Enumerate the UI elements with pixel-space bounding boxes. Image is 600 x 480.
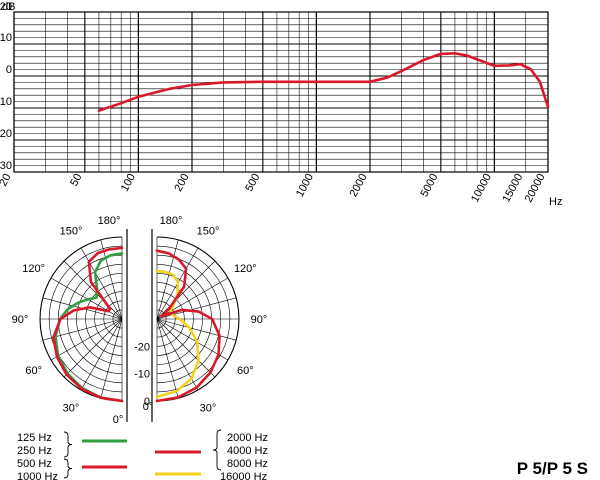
polar-spoke xyxy=(156,318,229,361)
x-tick-label: 5000 xyxy=(418,172,440,199)
legend-label-125hz: 125 Hz xyxy=(17,432,52,444)
polar-angle-label-right: 90° xyxy=(251,314,268,326)
legend-label-1000hz: 1000 Hz xyxy=(17,471,58,480)
x-tick-label-group: 500 xyxy=(243,172,262,194)
polar-spoke xyxy=(100,318,123,399)
polar-angle-label-left: 0° xyxy=(113,414,124,426)
x-tick-label: 500 xyxy=(243,172,262,194)
legend-brace-right xyxy=(212,429,222,471)
x-tick-label-group: 5000 xyxy=(418,172,440,199)
x-tick-label-group: 15000 xyxy=(500,172,525,205)
y-tick-label: -30 xyxy=(0,160,12,172)
x-tick-label-group: 20000 xyxy=(523,172,548,205)
x-tick-label-group: 50 xyxy=(68,172,84,188)
plot-frame xyxy=(13,11,549,173)
polar-angle-label-right: 180° xyxy=(160,215,183,227)
polar-spoke xyxy=(80,318,123,391)
polar-angle-label-right: 60° xyxy=(237,365,254,377)
x-tick-label: 10000 xyxy=(469,172,494,205)
x-tick-label-group: 2000 xyxy=(348,172,370,199)
polar-spoke xyxy=(156,260,216,320)
y-tick-label: 0 xyxy=(6,64,12,76)
polar-angle-label-left: 180° xyxy=(98,215,121,227)
legend-label-8000hz: 8000 Hz xyxy=(227,458,268,470)
polar-angle-label-right: 120° xyxy=(234,263,257,275)
polar-angle-label-left: 90° xyxy=(12,314,29,326)
polar-spoke xyxy=(156,239,179,320)
x-tick-label: 15000 xyxy=(500,172,525,205)
polar-curve-500-1000hz xyxy=(52,246,124,403)
x-tick-label-group: 1000 xyxy=(294,172,316,199)
x-tick-label: 2000 xyxy=(348,172,370,199)
x-axis-label: Hz xyxy=(549,196,562,208)
polar-curve-16000hz xyxy=(155,269,200,399)
polar-angle-label-left: 120° xyxy=(22,263,45,275)
polar-angle-label-left: 150° xyxy=(60,226,83,238)
frequency-response-line xyxy=(97,51,550,112)
x-tick-label: 1000 xyxy=(294,172,316,199)
polar-spoke xyxy=(156,318,237,341)
legend-label-16000hz: 16000 Hz xyxy=(220,471,267,480)
legend-brace-left-2 xyxy=(63,458,73,479)
model-label: P 5/P 5 S xyxy=(517,459,588,478)
x-tick-label-group: 20 xyxy=(0,172,14,188)
polar-angle-label-left: 60° xyxy=(25,365,42,377)
x-tick-label: 100 xyxy=(119,172,138,194)
polar-spoke xyxy=(63,260,123,320)
polar-pattern-diagram: 180° 180° 150° 150° 120° 120° 90° 90° 60° 60° 30° 3… xyxy=(12,215,268,426)
polar-angle-label-right: 0° xyxy=(143,401,154,413)
y-tick-label: -20 xyxy=(0,128,12,140)
polar-angle-label-right: 30° xyxy=(200,402,217,414)
polar-spoke xyxy=(156,297,237,320)
y-tick-label: +10 xyxy=(0,32,12,44)
x-tick-label: 20 xyxy=(0,172,14,188)
legend-brace-left-1 xyxy=(63,431,73,458)
polar-spoke xyxy=(63,318,123,378)
polar-spoke xyxy=(100,239,123,320)
polar-angle-label-right: 150° xyxy=(197,226,220,238)
x-tick-label: 50 xyxy=(68,172,84,188)
polar-spoke xyxy=(156,277,229,320)
x-tick-label-group: 100 xyxy=(119,172,138,194)
polar-curve-2000-8000hz xyxy=(155,249,221,403)
y-axis-label: dB xyxy=(2,1,15,13)
x-tick-label: 20000 xyxy=(523,172,548,205)
polar-spoke xyxy=(50,318,123,361)
polar-spoke xyxy=(80,247,123,320)
polar-right-grid xyxy=(156,236,240,402)
polar-left-grid xyxy=(39,236,123,402)
polar-divider-mask xyxy=(127,229,152,422)
legend-label-4000hz: 4000 Hz xyxy=(227,445,268,457)
legend-label-2000hz: 2000 Hz xyxy=(227,432,268,444)
polar-spoke xyxy=(156,318,179,399)
x-tick-label-group: 200 xyxy=(172,172,191,194)
legend-label-500hz: 500 Hz xyxy=(17,458,52,470)
frequency-response-curve xyxy=(97,51,550,112)
polar-angle-label-left: 30° xyxy=(63,402,80,414)
legend-label-250hz: 250 Hz xyxy=(17,445,52,457)
frequency-response-grid xyxy=(13,11,549,173)
polar-radial-label: -10 xyxy=(134,369,150,381)
polar-radial-label: -20 xyxy=(134,341,150,353)
y-tick-label: +20 xyxy=(0,1,12,13)
x-tick-label-group: 10000 xyxy=(469,172,494,205)
x-tick-label: 200 xyxy=(172,172,191,194)
y-tick-label: -10 xyxy=(0,96,12,108)
polar-spoke xyxy=(156,318,216,378)
polar-radial-label: 0 xyxy=(144,396,150,408)
